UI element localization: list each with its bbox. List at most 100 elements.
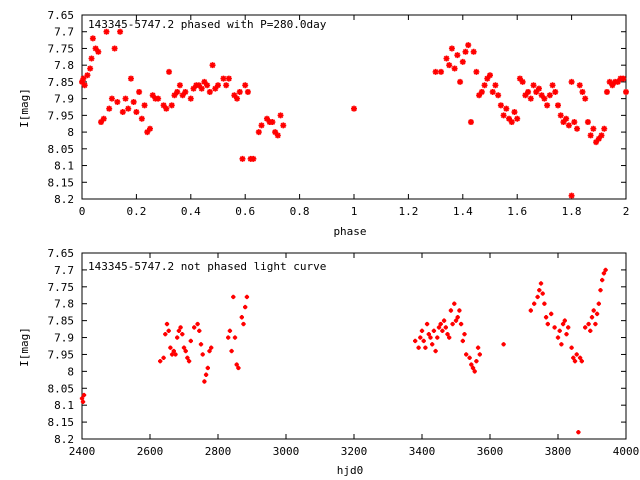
phased-data-point: [136, 88, 143, 95]
phased-data-point: [255, 129, 262, 136]
phased-data-point: [92, 45, 99, 52]
phased-data-point: [114, 98, 121, 105]
unphased-data-point: [424, 321, 430, 327]
unphased-data-point: [457, 308, 462, 313]
unphased-data-point: [166, 328, 171, 333]
phased-data-point: [574, 125, 581, 132]
phased-data-point: [506, 115, 513, 122]
phased-x-axis-label: phase: [333, 225, 366, 238]
phased-data-point: [465, 42, 472, 49]
unphased-data-point: [413, 338, 418, 344]
unphased-x-axis-label: hjd0: [337, 464, 364, 477]
phased-x-tick-label: 0.8: [290, 205, 310, 218]
unphased-data-point: [552, 325, 557, 330]
phased-data-point: [620, 75, 627, 82]
unphased-data-point: [562, 318, 567, 323]
unphased-data-point: [81, 392, 87, 398]
phased-data-point: [582, 95, 589, 102]
phased-data-point: [473, 68, 480, 75]
phased-data-point: [201, 78, 208, 85]
unphased-x-tick-label: 2600: [137, 445, 164, 458]
phased-data-point: [88, 55, 95, 62]
phased-data-point: [454, 52, 461, 59]
unphased-data-point: [200, 352, 205, 357]
phased-data-point: [212, 85, 219, 92]
unphased-data-point: [438, 321, 443, 327]
phased-data-point: [171, 92, 178, 99]
unphased-y-tick-label: 8.15: [48, 416, 75, 429]
unphased-data-point: [462, 331, 467, 337]
unphased-data-point: [589, 315, 595, 320]
phased-y-tick-label: 8.15: [48, 176, 75, 189]
phased-y-tick-label: 7.75: [48, 42, 75, 55]
unphased-x-tick-label: 2800: [205, 445, 232, 458]
phased-data-point: [535, 85, 542, 92]
phased-data-point: [476, 92, 483, 99]
phased-y-tick-label: 7.7: [54, 26, 74, 39]
unphased-y-tick-label: 7.7: [54, 264, 74, 277]
unphased-data-point: [80, 399, 86, 404]
phased-data-point: [242, 82, 249, 89]
phased-data-point: [603, 88, 610, 95]
phased-data-point: [527, 95, 534, 102]
phased-x-tick-label: 0: [79, 205, 86, 218]
unphased-data-point: [588, 328, 593, 333]
unphased-data-point: [448, 308, 454, 313]
unphased-data-point: [464, 352, 469, 357]
unphased-y-tick-label: 8.2: [54, 433, 74, 446]
unphased-data-point: [202, 379, 207, 384]
phased-data-point: [503, 105, 510, 112]
phased-x-tick-label: 0.2: [126, 205, 146, 218]
phased-x-tick-label: 1: [351, 205, 358, 218]
unphased-data-point: [598, 288, 603, 293]
phased-data-point: [204, 82, 211, 89]
unphased-data-point: [183, 348, 188, 354]
phased-data-point: [511, 109, 518, 116]
phased-data-point: [576, 82, 583, 89]
unphased-data-point: [441, 318, 447, 323]
unphased-data-point: [474, 359, 479, 364]
unphased-data-point: [596, 301, 601, 306]
unphased-data-point: [445, 331, 450, 337]
phased-y-tick-label: 8.1: [54, 160, 74, 173]
unphased-data-point: [477, 352, 482, 357]
phased-data-point: [497, 102, 504, 109]
unphased-x-tick-label: 3400: [409, 445, 436, 458]
unphased-data-point: [600, 277, 605, 283]
phased-data-point: [144, 129, 151, 136]
unphased-data-point: [540, 291, 545, 296]
unphased-data-point: [164, 321, 170, 327]
phased-data-point: [176, 82, 183, 89]
phased-data-point: [160, 102, 167, 109]
unphased-data-point: [207, 348, 212, 354]
phased-data-point: [495, 92, 502, 99]
phased-data-point: [163, 105, 170, 112]
unphased-y-tick-label: 7.75: [48, 281, 75, 294]
unphased-data-point: [433, 348, 438, 354]
unphased-data-point: [239, 315, 244, 320]
unphased-data-point: [571, 355, 576, 361]
unphased-data-point: [169, 352, 175, 357]
unphased-y-axis: 7.65 7.7 7.75 7.8 7.85 7.9 7.95 8 8.05 8.1 8.15 8.2: [48, 247, 626, 446]
phased-data-point: [138, 115, 145, 122]
phased-data-point: [457, 78, 464, 85]
phased-data-point: [470, 48, 477, 55]
unphased-data-point: [79, 396, 85, 401]
phased-data-point: [478, 88, 485, 95]
phased-data-point: [103, 28, 110, 35]
phased-data-point: [234, 95, 241, 102]
unphased-data-point: [241, 321, 246, 327]
unphased-data-point: [560, 321, 566, 327]
phased-data-point: [239, 155, 246, 162]
unphased-data-point: [591, 308, 596, 313]
unphased-data-point: [178, 325, 183, 330]
unphased-data-point: [475, 345, 481, 350]
phased-data-point: [179, 92, 186, 99]
phased-data-points: [79, 28, 629, 199]
phased-x-tick-label: 1.2: [398, 205, 418, 218]
unphased-data-point: [528, 308, 533, 313]
phased-data-point: [538, 92, 545, 99]
phased-data-point: [560, 119, 567, 126]
phased-x-axis: 0 0.2 0.4 0.6 0.8 1 1.2 1.4 1.6 1.8 2: [79, 15, 629, 218]
